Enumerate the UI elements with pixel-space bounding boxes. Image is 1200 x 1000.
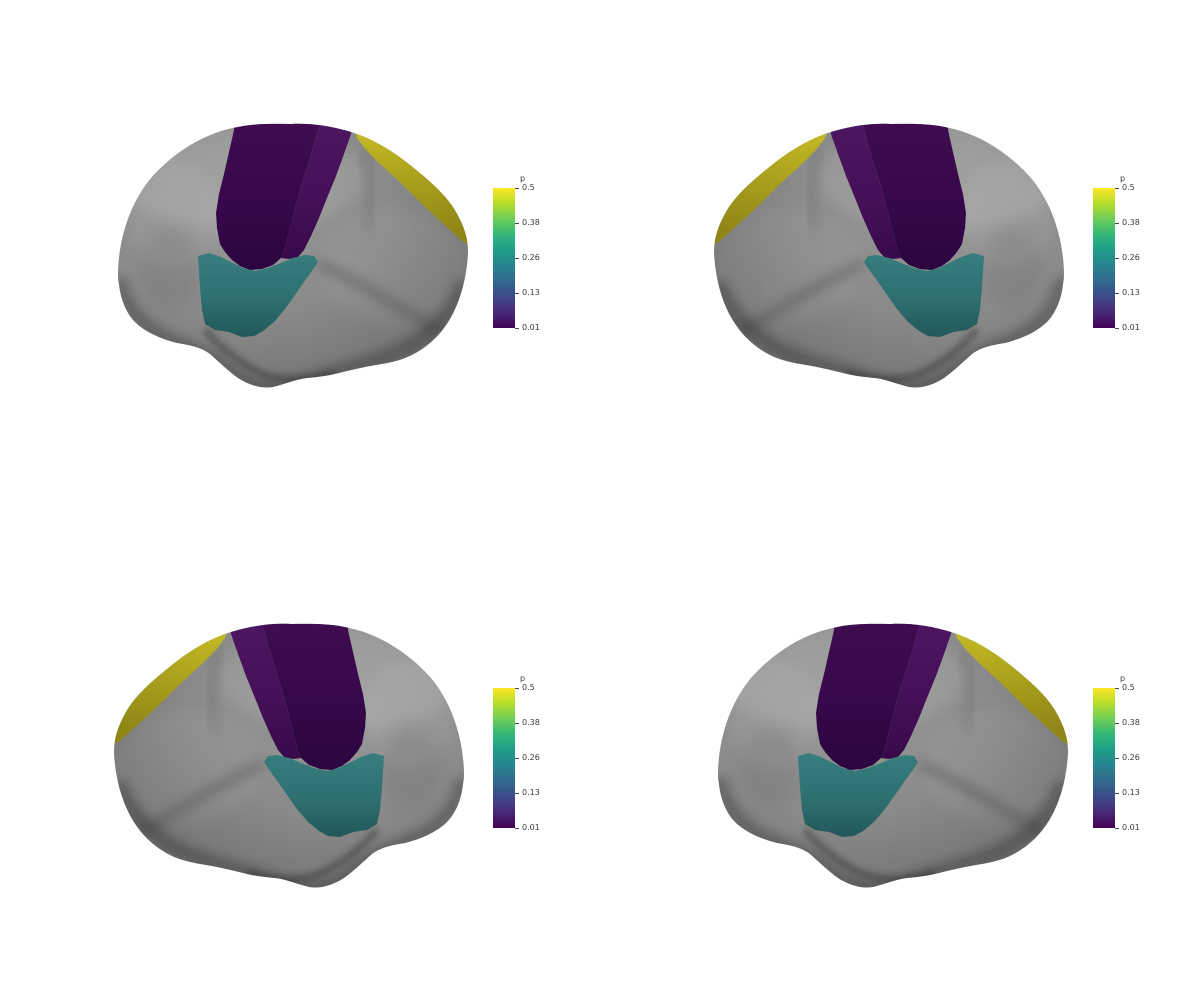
tick-mark bbox=[515, 722, 519, 724]
colorbar: p 0.5 0.38 0.26 0.13 0.01 bbox=[1093, 674, 1188, 846]
panel-top-left: p 0.5 0.38 0.26 0.13 0.01 bbox=[0, 0, 600, 500]
colorbar-title: p bbox=[520, 674, 526, 683]
colorbar-tick-label: 0.26 bbox=[522, 753, 540, 762]
colorbar-tick-label: 0.26 bbox=[522, 253, 540, 262]
colorbar-tick-label: 0.38 bbox=[522, 218, 540, 227]
colorbar-title: p bbox=[1120, 674, 1126, 683]
colorbar-tick-label: 0.5 bbox=[522, 683, 535, 692]
colorbar-tick-label: 0.13 bbox=[1122, 288, 1140, 297]
colorbar-tick-label: 0.13 bbox=[522, 788, 540, 797]
colorbar: p 0.5 0.38 0.26 0.13 0.01 bbox=[493, 674, 588, 846]
colorbar-tick-label: 0.01 bbox=[522, 823, 540, 832]
colorbar-tick-label: 0.5 bbox=[522, 183, 535, 192]
colorbar-tick-label: 0.26 bbox=[1122, 753, 1140, 762]
tick-mark bbox=[1115, 327, 1119, 329]
colorbar: p 0.5 0.38 0.26 0.13 0.01 bbox=[493, 174, 588, 346]
panel-bottom-left: p 0.5 0.38 0.26 0.13 0.01 bbox=[0, 500, 600, 1000]
tick-mark bbox=[1115, 757, 1119, 759]
colorbar-gradient bbox=[1093, 188, 1115, 328]
brain-surface-lateral bbox=[111, 116, 471, 396]
panel-top-right: p 0.5 0.38 0.26 0.13 0.01 bbox=[600, 0, 1200, 500]
tick-mark bbox=[1115, 222, 1119, 224]
colorbar-gradient bbox=[493, 688, 515, 828]
colorbar-tick-label: 0.38 bbox=[1122, 218, 1140, 227]
tick-mark bbox=[1115, 257, 1119, 259]
colorbar-gradient bbox=[493, 188, 515, 328]
colorbar: p 0.5 0.38 0.26 0.13 0.01 bbox=[1093, 174, 1188, 346]
tick-mark bbox=[1115, 292, 1119, 294]
colorbar-title: p bbox=[520, 174, 526, 183]
tick-mark bbox=[1115, 722, 1119, 724]
tick-mark bbox=[1115, 687, 1119, 689]
colorbar-tick-label: 0.13 bbox=[1122, 788, 1140, 797]
panel-bottom-right: p 0.5 0.38 0.26 0.13 0.01 bbox=[600, 500, 1200, 1000]
colorbar-tick-label: 0.01 bbox=[1122, 323, 1140, 332]
tick-mark bbox=[515, 257, 519, 259]
tick-mark bbox=[515, 222, 519, 224]
brain-surface-lateral bbox=[111, 616, 471, 896]
tick-mark bbox=[515, 687, 519, 689]
colorbar-tick-label: 0.38 bbox=[1122, 718, 1140, 727]
tick-mark bbox=[515, 292, 519, 294]
brain-surface-lateral bbox=[711, 616, 1071, 896]
brain-surface-lateral bbox=[711, 116, 1071, 396]
colorbar-gradient bbox=[1093, 688, 1115, 828]
colorbar-tick-label: 0.5 bbox=[1122, 683, 1135, 692]
tick-mark bbox=[515, 187, 519, 189]
tick-mark bbox=[1115, 792, 1119, 794]
colorbar-title: p bbox=[1120, 174, 1126, 183]
colorbar-tick-label: 0.5 bbox=[1122, 183, 1135, 192]
colorbar-tick-label: 0.01 bbox=[1122, 823, 1140, 832]
tick-mark bbox=[515, 757, 519, 759]
colorbar-tick-label: 0.01 bbox=[522, 323, 540, 332]
colorbar-tick-label: 0.26 bbox=[1122, 253, 1140, 262]
tick-mark bbox=[1115, 187, 1119, 189]
tick-mark bbox=[1115, 827, 1119, 829]
colorbar-tick-label: 0.38 bbox=[522, 718, 540, 727]
tick-mark bbox=[515, 327, 519, 329]
colorbar-tick-label: 0.13 bbox=[522, 288, 540, 297]
tick-mark bbox=[515, 827, 519, 829]
tick-mark bbox=[515, 792, 519, 794]
